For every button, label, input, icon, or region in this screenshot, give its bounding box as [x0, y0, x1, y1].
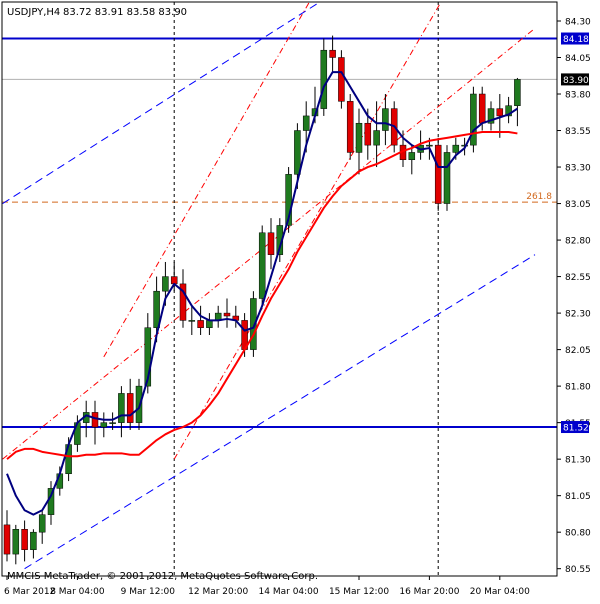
- x-tick-label: 8 Mar 04:00: [50, 587, 105, 597]
- price-tag-box: [561, 32, 589, 45]
- candle-bull: [320, 49, 328, 109]
- candle-bull: [487, 108, 495, 124]
- price-tags-layer: 84.18 83.90 81.52: [561, 32, 589, 434]
- candle-bear: [346, 101, 354, 153]
- candle-bull: [285, 174, 292, 226]
- candle-bear: [3, 524, 11, 555]
- candle-bull: [258, 232, 266, 299]
- candle-bull: [382, 108, 389, 131]
- y-tick-label: 84.05: [565, 54, 591, 64]
- candle-bear: [223, 312, 231, 317]
- x-tick-label: 16 Mar 20:00: [399, 587, 459, 597]
- candle-bull: [206, 320, 213, 328]
- candle-bear: [91, 412, 99, 428]
- candle-bear: [434, 144, 442, 204]
- y-tick-label: 81.30: [565, 456, 591, 466]
- candle-bull: [109, 422, 116, 424]
- x-tick-label: 20 Mar 04:00: [470, 587, 530, 597]
- x-tick-label: 12 Mar 20:00: [188, 587, 248, 597]
- y-tick-label: 82.05: [565, 346, 591, 356]
- y-tick-label: 82.55: [565, 273, 591, 283]
- y-tick-label: 83.55: [565, 127, 591, 137]
- candle-bull: [302, 115, 310, 131]
- candle-bull: [514, 79, 521, 106]
- y-tick-label: 81.80: [565, 383, 591, 393]
- x-tick-label: 9 Mar 12:00: [121, 587, 176, 597]
- candle-bear: [267, 232, 275, 255]
- channel-line-2: [24, 254, 536, 570]
- y-tick-label: 84.30: [565, 17, 591, 27]
- x-tick-label: 15 Mar 12:00: [329, 587, 389, 597]
- price-tag-box: [561, 73, 589, 86]
- candle-bull: [135, 385, 143, 423]
- candle-bull: [100, 422, 108, 428]
- candles-layer: [3, 35, 521, 565]
- price-tag-label: 84.18: [563, 35, 589, 45]
- price-tag-box: [561, 421, 589, 434]
- candle-bull: [294, 130, 301, 175]
- candle-bear: [338, 57, 345, 102]
- channel-line-4: [103, 2, 310, 358]
- plot-frame: [1, 1, 558, 577]
- x-tick-label: 14 Mar 04:00: [259, 587, 319, 597]
- price-tag-label: 83.90: [563, 76, 589, 86]
- candle-bull: [373, 130, 380, 146]
- y-tick-label: 83.30: [565, 164, 591, 174]
- fast-moving-average-line: [6, 71, 518, 516]
- chart-header-ohlc: 83.72 83.91 83.58 83.90: [63, 7, 187, 18]
- candle-bull: [505, 105, 512, 117]
- candle-bull: [12, 529, 20, 555]
- candle-bear: [170, 276, 178, 285]
- candle-bear: [21, 529, 28, 550]
- y-tick-label: 83.80: [565, 91, 591, 101]
- y-tick-label: 82.80: [565, 237, 591, 247]
- slow-moving-average-line: [6, 130, 518, 460]
- channel-line-1: [2, 2, 321, 204]
- moving-average-layer: [6, 71, 518, 516]
- x-tick-label: 6 Mar 2012: [4, 587, 55, 597]
- candle-bear: [329, 49, 336, 58]
- candle-bull: [355, 122, 363, 153]
- watermark-text: MMCIS MetaTrader, © 2001-2012, MetaQuote…: [7, 571, 318, 582]
- candle-bull: [470, 93, 477, 146]
- candle-bear: [126, 393, 134, 423]
- y-axis: 84.30 84.05 83.80 83.55 83.30 83.05 82.80 82.55…: [557, 17, 591, 575]
- candle-bull: [153, 290, 160, 328]
- chart-header-symbol: USDJPY,H4: [7, 7, 60, 18]
- y-tick-label: 81.05: [565, 492, 591, 502]
- fib-level-label: 261.8: [526, 192, 552, 202]
- candle-bull: [426, 144, 433, 147]
- candle-bear: [179, 283, 187, 321]
- candle-bear: [364, 122, 372, 146]
- candle-bull: [38, 514, 46, 533]
- y-tick-label: 80.80: [565, 529, 591, 539]
- price-tag-label: 81.52: [563, 424, 589, 434]
- candle-bull: [118, 393, 125, 423]
- candle-bear: [496, 108, 504, 117]
- candle-bear: [197, 320, 204, 328]
- candle-bull: [408, 152, 416, 160]
- candle-bull: [250, 298, 257, 350]
- candle-bull: [452, 144, 460, 153]
- candle-bull: [162, 276, 169, 292]
- y-tick-label: 83.05: [565, 200, 591, 210]
- candle-bear: [478, 93, 486, 124]
- y-tick-label: 80.55: [565, 565, 591, 575]
- candle-bull: [443, 152, 451, 204]
- y-tick-label: 82.30: [565, 310, 591, 320]
- candle-bull: [188, 320, 196, 322]
- candle-bull: [144, 327, 152, 387]
- candle-bull: [30, 531, 37, 550]
